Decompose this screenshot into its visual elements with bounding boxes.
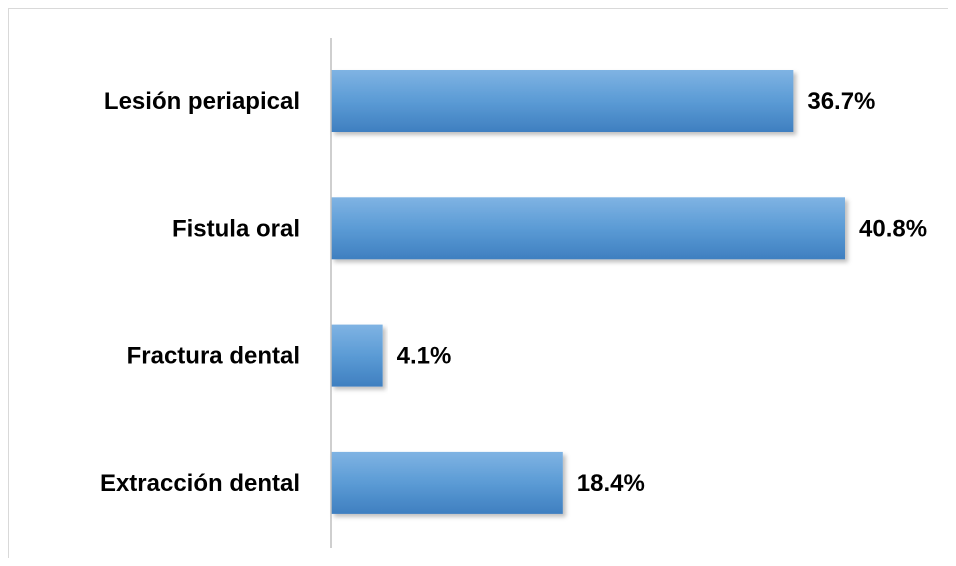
value-label-fractura-dental: 4.1% <box>397 343 452 370</box>
bar-fistula-oral <box>331 197 845 260</box>
category-label-extraccion-dental: Extracción dental <box>100 470 300 497</box>
value-label-fistula-oral: 40.8% <box>859 215 927 242</box>
value-label-extraccion-dental: 18.4% <box>577 470 645 497</box>
chart-frame <box>8 8 948 558</box>
value-label-lesion-periapical: 36.7% <box>807 88 875 115</box>
category-label-fractura-dental: Fractura dental <box>127 343 300 370</box>
category-label-lesion-periapical: Lesión periapical <box>104 88 300 115</box>
plot-area: Lesión periapical 36.7% Fistula oral 40.8% F… <box>100 70 927 514</box>
category-label-fistula-oral: Fistula oral <box>172 215 300 242</box>
bar-extraccion-dental <box>331 451 563 514</box>
bar-fractura-dental <box>331 324 383 387</box>
bar-lesion-periapical <box>331 70 794 132</box>
